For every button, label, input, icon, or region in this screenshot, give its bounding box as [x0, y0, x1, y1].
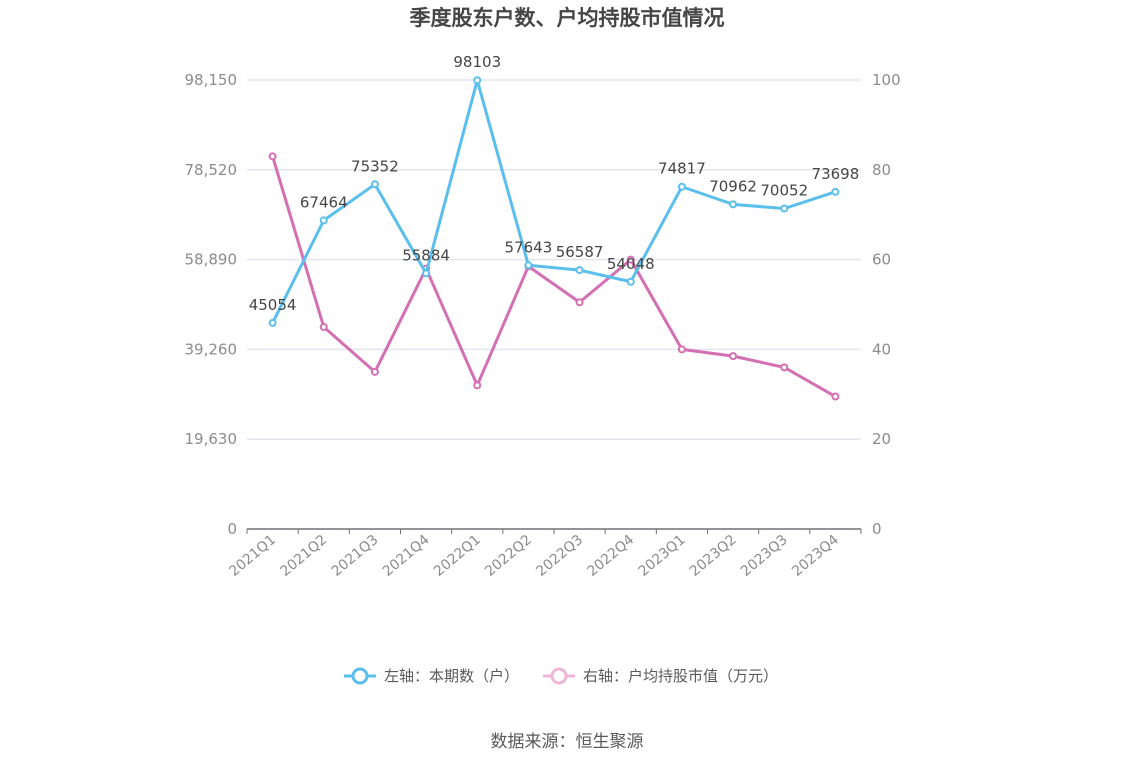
right-tick-label: 60	[872, 251, 891, 269]
data-label: 67464	[300, 193, 348, 211]
x-axis: 2021Q12021Q22021Q32021Q42022Q12022Q22022…	[226, 528, 862, 580]
data-point-right[interactable]	[831, 392, 840, 401]
x-tick-label: 2022Q3	[533, 532, 586, 580]
data-point-left[interactable]	[831, 187, 840, 196]
legend-marker-circle-icon	[550, 667, 568, 685]
x-tick-label: 2021Q1	[226, 532, 279, 580]
source-note: 数据来源：恒生聚源	[491, 732, 644, 752]
x-tick-label: 2022Q2	[482, 532, 535, 580]
data-point-right[interactable]	[370, 367, 379, 376]
right-axis-ticks: 0 20 40 60 80 100	[872, 71, 901, 538]
grid-lines	[247, 79, 861, 440]
x-tick-label: 2023Q2	[687, 532, 740, 580]
left-tick-label: 78,520	[185, 161, 238, 179]
x-tick-label: 2022Q4	[584, 532, 637, 580]
data-label: 70962	[709, 177, 757, 195]
right-tick-label: 100	[872, 71, 901, 89]
legend[interactable]: 左轴：本期数（户） 右轴：户均持股市值（万元）	[344, 667, 778, 685]
legend-label-left: 左轴：本期数（户）	[384, 667, 519, 685]
legend-item-left[interactable]: 左轴：本期数（户）	[344, 667, 519, 685]
x-tick-label: 2023Q1	[636, 532, 689, 580]
data-point-left[interactable]	[473, 76, 482, 85]
data-point-right[interactable]	[626, 255, 635, 264]
x-tick-label: 2022Q1	[431, 532, 484, 580]
data-point-right[interactable]	[268, 152, 277, 161]
left-axis-ticks: 0 19,630 39,260 58,890 78,520 98,150	[185, 71, 238, 538]
right-tick-label: 80	[872, 161, 891, 179]
data-point-right[interactable]	[677, 345, 686, 354]
x-tick-label: 2023Q4	[789, 532, 842, 580]
data-point-left[interactable]	[729, 200, 738, 209]
data-label: 55884	[402, 246, 450, 264]
left-tick-label: 98,150	[185, 71, 238, 89]
right-tick-label: 20	[872, 430, 891, 448]
data-point-right[interactable]	[575, 298, 584, 307]
left-tick-label: 39,260	[185, 340, 238, 358]
data-point-left[interactable]	[575, 266, 584, 275]
series-line-left	[271, 78, 836, 324]
x-tick-label: 2021Q3	[329, 532, 382, 580]
data-point-right[interactable]	[473, 381, 482, 390]
x-tick-label: 2021Q2	[277, 532, 330, 580]
data-label: 74817	[658, 160, 706, 178]
data-point-left[interactable]	[626, 277, 635, 286]
data-label: 57643	[505, 238, 553, 256]
data-label: 70052	[760, 182, 808, 200]
data-point-left[interactable]	[524, 261, 533, 270]
data-point-left[interactable]	[370, 180, 379, 189]
legend-label-right: 右轴：户均持股市值（万元）	[583, 667, 778, 685]
legend-marker-circle-icon	[351, 667, 369, 685]
data-label: 98103	[453, 53, 501, 71]
data-label: 56587	[556, 243, 604, 261]
data-point-right[interactable]	[319, 322, 328, 331]
chart-title: 季度股东户数、户均持股市值情况	[410, 6, 725, 30]
legend-item-right[interactable]: 右轴：户均持股市值（万元）	[543, 667, 778, 685]
data-point-right[interactable]	[729, 352, 738, 361]
data-point-left[interactable]	[268, 318, 277, 327]
data-label: 54048	[607, 255, 655, 273]
data-point-left[interactable]	[677, 182, 686, 191]
series-line-right	[271, 155, 837, 398]
x-tick-label: 2023Q3	[738, 532, 791, 580]
data-label: 73698	[812, 165, 860, 183]
x-tick-label: 2021Q4	[380, 532, 433, 580]
left-tick-label: 19,630	[185, 430, 238, 448]
right-tick-label: 40	[872, 340, 891, 358]
right-tick-label: 0	[872, 520, 882, 538]
data-point-left[interactable]	[422, 269, 431, 278]
data-point-left[interactable]	[780, 204, 789, 213]
data-point-right[interactable]	[780, 363, 789, 372]
left-tick-label: 0	[227, 520, 237, 538]
data-label: 45054	[249, 296, 297, 314]
left-tick-label: 58,890	[185, 251, 238, 269]
data-label: 75352	[351, 157, 399, 175]
series-lines	[268, 76, 840, 401]
data-point-left[interactable]	[319, 216, 328, 225]
